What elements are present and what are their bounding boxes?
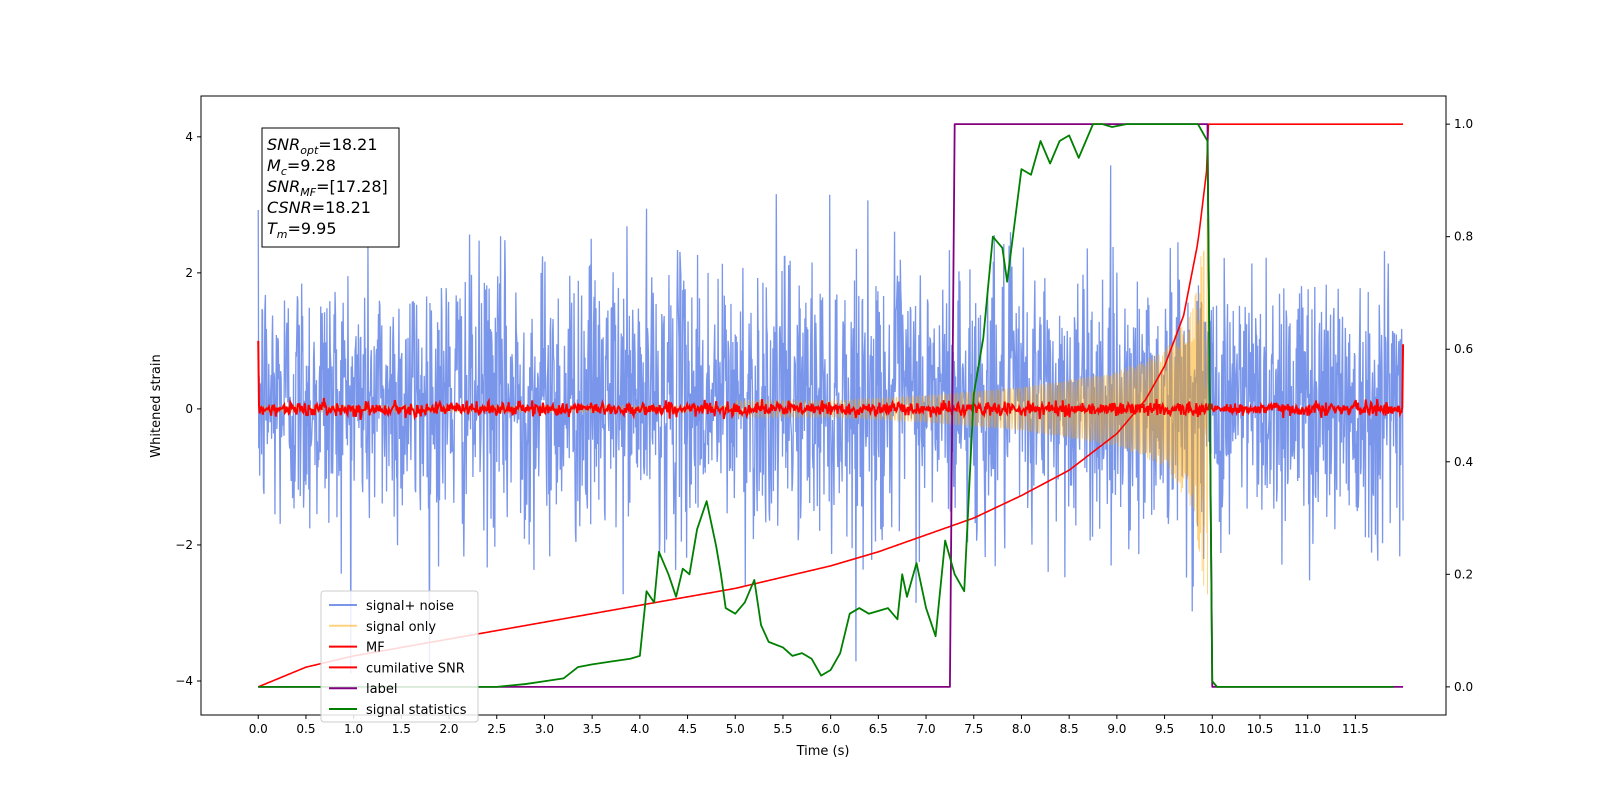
x-tick-label: 4.0 xyxy=(630,722,649,736)
y-tick-label: −4 xyxy=(175,674,193,688)
y-axis-left: −4 −2 0 2 4 xyxy=(175,130,201,688)
series-signal-statistics xyxy=(258,123,1394,688)
legend-entry: label xyxy=(366,682,397,697)
x-tick-label: 7.0 xyxy=(917,722,936,736)
x-tick-label: 10.5 xyxy=(1247,722,1274,736)
annotation-box: SNRopt=18.21Mc=9.28SNRMF=[17.28]CSNR=18.… xyxy=(261,127,400,248)
y2-tick-label: 0.6 xyxy=(1454,342,1473,356)
x-tick-label: 5.0 xyxy=(726,722,745,736)
x-tick-label: 8.0 xyxy=(1012,722,1031,736)
legend-entry: cumilative SNR xyxy=(366,661,465,676)
x-tick-label: 3.5 xyxy=(583,722,602,736)
y2-tick-label: 0.2 xyxy=(1454,567,1473,581)
y2-tick-label: 1.0 xyxy=(1454,117,1473,131)
x-tick-label: 7.5 xyxy=(964,722,983,736)
legend-entry: signal statistics xyxy=(366,703,467,718)
axes-frame xyxy=(200,95,1447,716)
x-tick-label: 8.5 xyxy=(1060,722,1079,736)
y-tick-label: 0 xyxy=(185,402,193,416)
y2-tick-label: 0.0 xyxy=(1454,680,1473,694)
x-tick-label: 2.5 xyxy=(487,722,506,736)
x-tick-label: 9.5 xyxy=(1155,722,1174,736)
x-tick-label: 11.0 xyxy=(1294,722,1321,736)
y-axis-right: 0.0 0.2 0.4 0.6 0.8 1.0 xyxy=(1446,117,1473,694)
legend-entry: MF xyxy=(366,641,385,656)
x-tick-label: 11.5 xyxy=(1342,722,1369,736)
legend: signal+ noise signal only MF cumilative SNR… xyxy=(320,590,479,723)
x-tick-label: 10.0 xyxy=(1199,722,1226,736)
x-tick-label: 2.0 xyxy=(439,722,458,736)
annotation-line: CSNR=18.21 xyxy=(267,198,371,217)
x-tick-label: 6.5 xyxy=(869,722,888,736)
y-tick-label: 4 xyxy=(185,130,193,144)
x-tick-label: 9.0 xyxy=(1107,722,1126,736)
y2-tick-label: 0.8 xyxy=(1454,230,1473,244)
legend-entry: signal only xyxy=(366,620,436,635)
y-axis-label: Whitened strain xyxy=(149,354,164,457)
x-tick-label: 3.0 xyxy=(535,722,554,736)
y2-tick-label: 0.4 xyxy=(1454,455,1473,469)
x-tick-label: 1.0 xyxy=(344,722,363,736)
series-mf xyxy=(257,340,1405,421)
x-tick-label: 6.0 xyxy=(821,722,840,736)
x-tick-label: 5.5 xyxy=(773,722,792,736)
y-tick-label: 2 xyxy=(185,266,193,280)
x-tick-label: 1.5 xyxy=(392,722,411,736)
x-tick-label: 0.5 xyxy=(296,722,315,736)
x-tick-label: 4.5 xyxy=(678,722,697,736)
annotation-line: Mc=9.28 xyxy=(267,156,336,178)
x-axis-label: Time (s) xyxy=(796,744,850,759)
x-axis: 0.0 0.5 1.0 1.5 2.0 2.5 3.0 3.5 4.0 4.5 5.0 5.5 6.0 6… xyxy=(249,715,1369,736)
series-signal-noise xyxy=(257,165,1404,675)
legend-entry: signal+ noise xyxy=(366,599,454,614)
x-tick-label: 0.0 xyxy=(249,722,268,736)
annotation-line: SNRopt=18.21 xyxy=(267,135,378,157)
annotation-line: Tm=9.95 xyxy=(267,219,337,241)
annotation-line: SNRMF=[17.28] xyxy=(267,177,388,199)
y-tick-label: −2 xyxy=(175,538,193,552)
